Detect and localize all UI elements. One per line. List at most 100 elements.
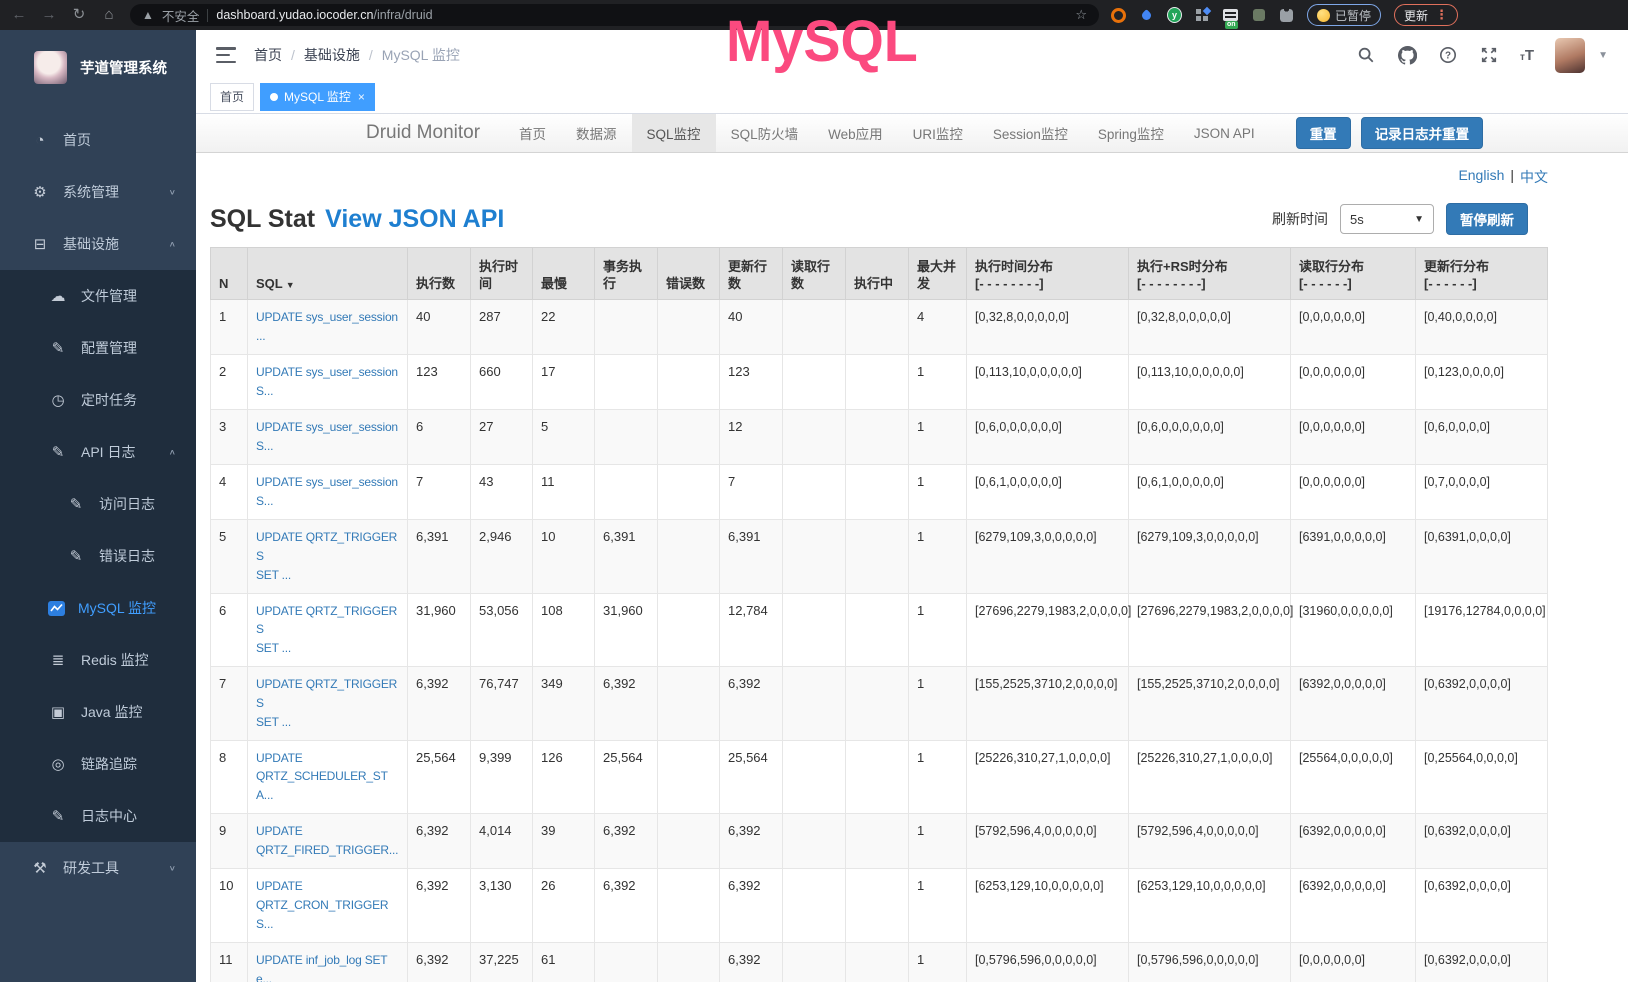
sidebar-item-label: 首页	[63, 132, 91, 148]
map-pin-extension-icon[interactable]	[1139, 8, 1154, 23]
druid-nav-item[interactable]: Web应用	[828, 127, 883, 142]
sidebar-item-java-monitor[interactable]: ▣ Java 监控	[0, 686, 196, 738]
sidebar-item-trace[interactable]: ◎ 链路追踪	[0, 738, 196, 790]
refresh-interval-select[interactable]: 5s ▼	[1340, 204, 1434, 234]
sidebar-item-redis-monitor[interactable]: ≣ Redis 监控	[0, 634, 196, 686]
sidebar-item-log-center[interactable]: ✎ 日志中心	[0, 790, 196, 842]
sql-stat-row: 8 UPDATE QRTZ_SCHEDULER_STA... 25,564 9,399…	[210, 739, 1548, 815]
sql-link[interactable]: UPDATE QRTZ_TRIGGERS SET ...	[256, 530, 398, 582]
sidebar-item-dashboard[interactable]: ◔ 首页	[0, 114, 196, 166]
lang-english-link[interactable]: English	[1458, 167, 1505, 183]
home-icon[interactable]: ⌂	[104, 6, 114, 23]
col-header-slowest[interactable]: 最慢	[532, 247, 595, 300]
font-size-icon[interactable]: тT	[1520, 46, 1535, 64]
col-header-executing[interactable]: 执行中	[845, 247, 909, 300]
chevron-down-icon[interactable]: ▼	[1598, 49, 1608, 61]
sql-link[interactable]: UPDATE inf_job_log SET e...	[256, 952, 388, 982]
sidebar-item-file-upload[interactable]: ☁ 文件管理	[0, 270, 196, 322]
sql-link[interactable]: UPDATE sys_user_session S...	[256, 365, 398, 398]
chrome-update-button[interactable]: 更新 ⋮	[1394, 4, 1459, 26]
kebab-menu-icon[interactable]: ⋮	[1435, 7, 1449, 22]
paused-profile-badge[interactable]: 已暂停	[1307, 4, 1382, 26]
col-header-n[interactable]: N	[210, 247, 248, 300]
col-header-update-row-dist[interactable]: 更新行分布 [- - - - - -]	[1415, 247, 1548, 300]
pause-refresh-button[interactable]: 暂停刷新	[1446, 203, 1528, 235]
cell-exec-count: 31,960	[407, 592, 471, 668]
sidebar-item-dev-tools[interactable]: ⚒ 研发工具 ∨	[0, 842, 196, 894]
sql-link[interactable]: UPDATE sys_user_session S...	[256, 475, 398, 508]
sidebar-item-mysql-monitor[interactable]: MySQL 监控	[0, 582, 196, 634]
sql-link[interactable]: UPDATE QRTZ_TRIGGERS SET ...	[256, 677, 398, 729]
col-header-exec-count[interactable]: 执行数	[407, 247, 471, 300]
fullscreen-icon[interactable]	[1479, 45, 1499, 65]
col-header-exec-rs-dist[interactable]: 执行+RS时分布 [- - - - - - - -]	[1128, 247, 1291, 300]
sidebar-item-error-log[interactable]: ✎ 错误日志	[0, 530, 196, 582]
breadcrumb-infra[interactable]: 基础设施	[303, 47, 360, 63]
log-and-reset-button[interactable]: 记录日志并重置	[1360, 117, 1484, 149]
cell-read-row-dist: [6391,0,0,0,0,0]	[1290, 519, 1416, 594]
sql-link[interactable]: UPDATE sys_user_session ...	[256, 310, 398, 343]
tampermonkey-extension-icon[interactable]: on	[1223, 8, 1238, 29]
sidebar-item-gear[interactable]: ⚙ 系统管理 ∨	[0, 166, 196, 218]
tab-home[interactable]: 首页	[210, 82, 255, 111]
reload-icon[interactable]: ↻	[72, 6, 86, 23]
widgets-extension-icon[interactable]	[1195, 6, 1211, 23]
col-header-read-rows[interactable]: 读取行数	[782, 247, 846, 300]
col-header-read-row-dist[interactable]: 读取行分布 [- - - - - -]	[1290, 247, 1416, 300]
cell-read-rows	[782, 299, 846, 355]
col-header-sql[interactable]: SQL ▼	[247, 247, 408, 300]
cell-n: 7	[210, 666, 248, 741]
druid-nav-item[interactable]: 数据源	[576, 127, 617, 142]
access-log-icon: ✎	[69, 496, 83, 513]
tab-mysql-monitor[interactable]: MySQL 监控 ×	[260, 82, 375, 111]
col-header-update-rows[interactable]: 更新行数	[719, 247, 783, 300]
col-header-max-concurrent[interactable]: 最大并发	[908, 247, 967, 300]
sidebar-item-config-edit[interactable]: ✎ 配置管理	[0, 322, 196, 374]
view-json-api-link[interactable]: View JSON API	[325, 204, 505, 233]
sql-link[interactable]: UPDATE QRTZ_SCHEDULER_STA...	[256, 750, 388, 803]
sql-link[interactable]: UPDATE QRTZ_CRON_TRIGGERS...	[256, 879, 389, 931]
cell-exec-count: 6,392	[407, 813, 471, 870]
reset-button[interactable]: 重置	[1295, 117, 1351, 149]
lang-chinese-link[interactable]: 中文	[1520, 169, 1548, 185]
druid-nav-item[interactable]: Spring监控	[1097, 127, 1164, 142]
search-icon[interactable]	[1356, 45, 1376, 65]
puzzle-extensions-icon[interactable]	[1279, 8, 1294, 23]
help-icon[interactable]: ?	[1438, 45, 1458, 65]
sql-stat-table: N SQL ▼ 执行数 执行时间 最慢 事务执行 错误数 更新行数 读取行数 执行中 最大并发 执行时间…	[210, 247, 1548, 982]
col-header-exec-time[interactable]: 执行时间	[470, 247, 533, 300]
sql-link[interactable]: UPDATE sys_user_session S...	[256, 420, 398, 453]
hamburger-icon[interactable]	[216, 47, 236, 63]
sidebar-item-access-log[interactable]: ✎ 访问日志	[0, 478, 196, 530]
druid-nav-item[interactable]: SQL防火墙	[730, 127, 799, 142]
breadcrumb-home[interactable]: 首页	[254, 47, 282, 63]
bookmark-star-icon[interactable]: ☆	[1075, 7, 1087, 22]
druid-nav-item[interactable]: Session监控	[992, 127, 1068, 142]
druid-nav-item[interactable]: JSON API	[1193, 125, 1255, 141]
sidebar-item-scheduled-task[interactable]: ◷ 定时任务	[0, 374, 196, 426]
back-icon[interactable]: ←	[11, 6, 27, 23]
cell-exec-time: 9,399	[470, 739, 533, 815]
col-header-error-count[interactable]: 错误数	[657, 247, 720, 300]
col-header-txn-exec[interactable]: 事务执行	[594, 247, 658, 300]
sidebar-item-infrastructure[interactable]: ⊟ 基础设施 ∧	[0, 218, 196, 270]
address-bar[interactable]: ▲ 不安全 dashboard.yudao.iocoder.cn/infra/d…	[130, 4, 1099, 26]
cell-slowest: 39	[532, 813, 595, 870]
cell-error-count	[657, 519, 720, 594]
gray-extension-icon[interactable]	[1251, 8, 1266, 23]
orange-donut-extension-icon[interactable]	[1111, 7, 1126, 23]
cell-max-concurrent: 1	[908, 354, 967, 410]
druid-nav-item[interactable]: 首页	[519, 127, 547, 142]
col-header-exec-time-dist[interactable]: 执行时间分布 [- - - - - - - -]	[966, 247, 1129, 300]
close-icon[interactable]: ×	[357, 89, 365, 104]
druid-nav-item[interactable]: URI监控	[912, 127, 963, 142]
github-icon[interactable]	[1397, 45, 1417, 65]
cell-update-rows: 123	[719, 354, 783, 410]
avatar[interactable]	[1555, 37, 1586, 73]
green-y-extension-icon[interactable]: y	[1167, 7, 1182, 23]
sidebar-item-api-log[interactable]: ✎ API 日志 ∧	[0, 426, 196, 478]
forward-icon[interactable]: →	[41, 6, 57, 23]
sql-link[interactable]: UPDATE QRTZ_FIRED_TRIGGER...	[256, 824, 399, 857]
druid-nav-item[interactable]: SQL监控	[631, 114, 716, 152]
sql-link[interactable]: UPDATE QRTZ_TRIGGERS SET ...	[256, 603, 398, 656]
